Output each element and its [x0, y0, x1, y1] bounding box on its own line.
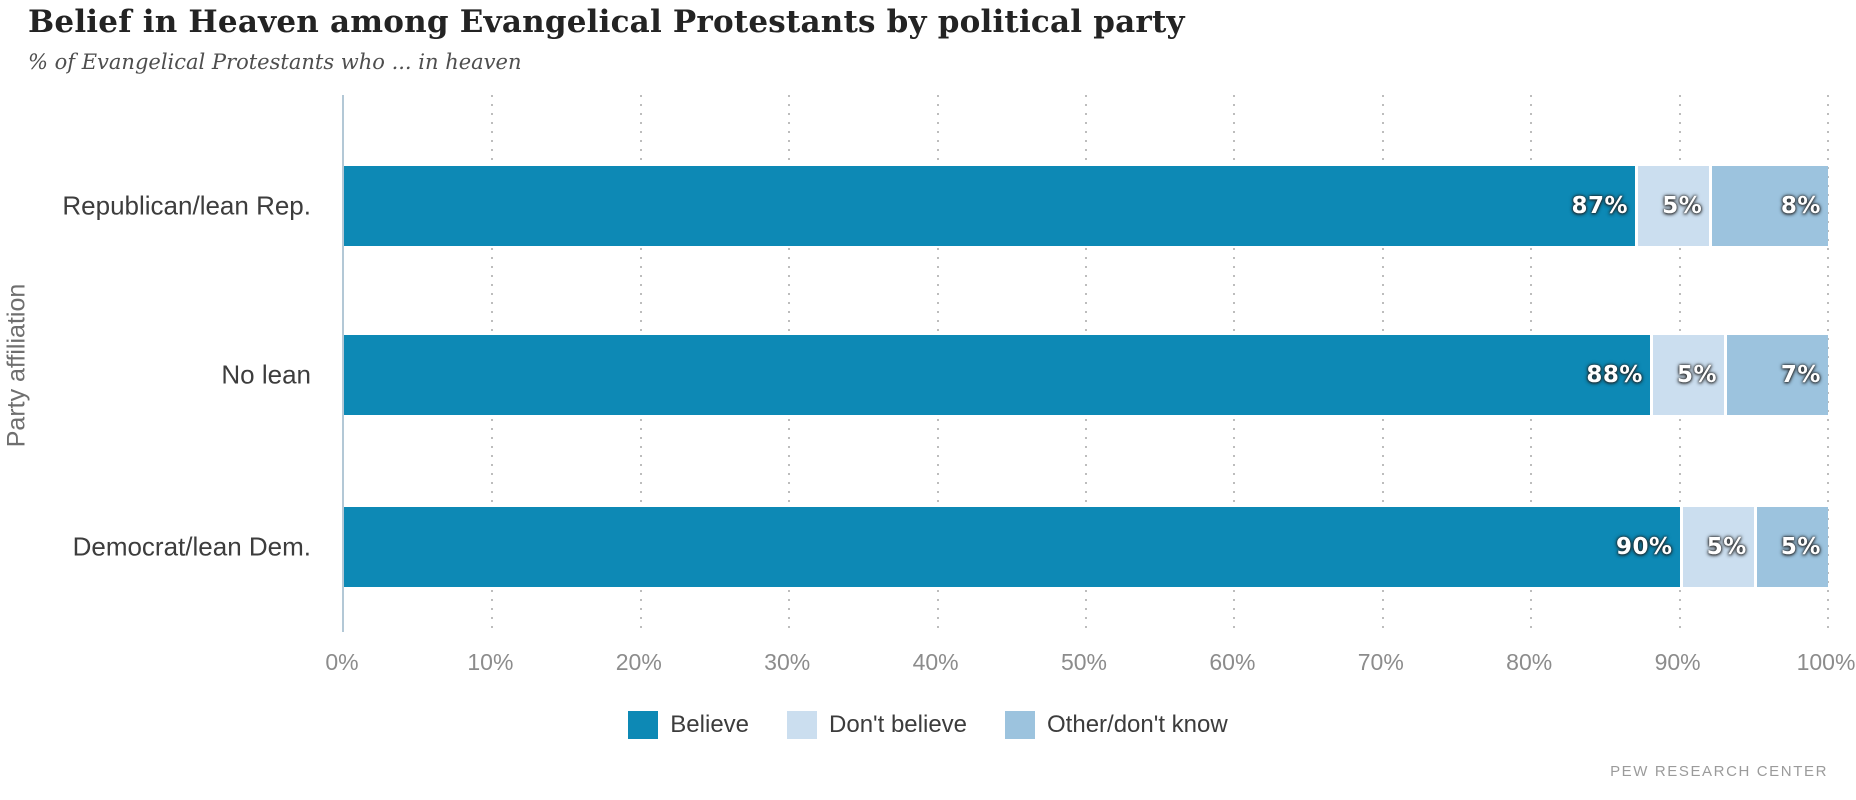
legend-swatch-icon [1005, 711, 1036, 739]
bar-value-label: 5% [1706, 534, 1747, 560]
category-label-3: Democrat/lean Dem. [72, 531, 311, 562]
legend-swatch-icon [628, 711, 659, 739]
bar-value-label: 88% [1586, 362, 1643, 388]
bar-value-label: 8% [1780, 193, 1821, 219]
x-tick-label-90pct: 90% [1654, 649, 1701, 675]
legend-label: Other/don't know [1047, 711, 1228, 738]
chart-subtitle: % of Evangelical Protestants who ... in … [28, 50, 522, 74]
x-tick-label-60pct: 60% [1209, 649, 1256, 675]
bar-value-label: 87% [1571, 193, 1629, 219]
bar-segment-believe: 90% [344, 507, 1680, 587]
x-tick-label-20pct: 20% [615, 649, 662, 675]
bar-value-label: 5% [1780, 534, 1821, 560]
legend-item-believe: Believe [628, 711, 749, 739]
chart-title: Belief in Heaven among Evangelical Prote… [28, 4, 1185, 40]
legend-item-other-don-t-know: Other/don't know [1005, 711, 1228, 739]
legend-item-don-t-believe: Don't believe [787, 711, 967, 739]
bar-segment-don-t-believe: 5% [1635, 166, 1710, 246]
bar-value-label: 90% [1616, 534, 1673, 560]
x-tick-label-80pct: 80% [1506, 649, 1553, 675]
bar-segment-other-don-t-know: 8% [1709, 166, 1828, 246]
plot-area: 87% 5% 8% 88% 5% 7% 90% 5% 5% [342, 95, 1829, 632]
x-tick-label-30pct: 30% [764, 649, 811, 675]
x-tick-label-10pct: 10% [467, 649, 514, 675]
bar-segment-other-don-t-know: 5% [1753, 507, 1828, 587]
legend-label: Don't believe [829, 711, 968, 738]
bar-segment-believe: 88% [344, 335, 1650, 415]
category-axis: Republican/lean Rep. No lean Democrat/lean… [0, 95, 311, 632]
bar-segment-don-t-believe: 5% [1679, 507, 1754, 587]
category-label-2: No lean [221, 359, 311, 390]
x-tick-label-0pct: 0% [325, 649, 359, 675]
bar-value-label: 5% [1677, 362, 1718, 388]
bar-value-label: 5% [1662, 193, 1703, 219]
x-tick-label-100pct: 100% [1796, 649, 1856, 675]
bar-value-label: 7% [1780, 362, 1821, 388]
legend-swatch-icon [787, 711, 818, 739]
bar-segment-believe: 87% [344, 166, 1636, 246]
bar-row-2: 88% 5% 7% [344, 335, 1828, 415]
legend-label: Believe [670, 711, 750, 738]
bar-segment-other-don-t-know: 7% [1724, 335, 1828, 415]
x-tick-label-40pct: 40% [912, 649, 959, 675]
x-tick-label-70pct: 70% [1357, 649, 1404, 675]
bar-segment-don-t-believe: 5% [1649, 335, 1725, 415]
bar-row-3: 90% 5% 5% [344, 507, 1828, 587]
gridline-100pct [1827, 95, 1829, 632]
x-tick-label-50pct: 50% [1060, 649, 1108, 675]
bar-row-1: 87% 5% 8% [344, 166, 1828, 246]
source-credit: PEW RESEARCH CENTER [1610, 763, 1828, 780]
legend: Believe Don't believe Other/don't know [0, 711, 1856, 739]
category-label-1: Republican/lean Rep. [62, 190, 311, 221]
